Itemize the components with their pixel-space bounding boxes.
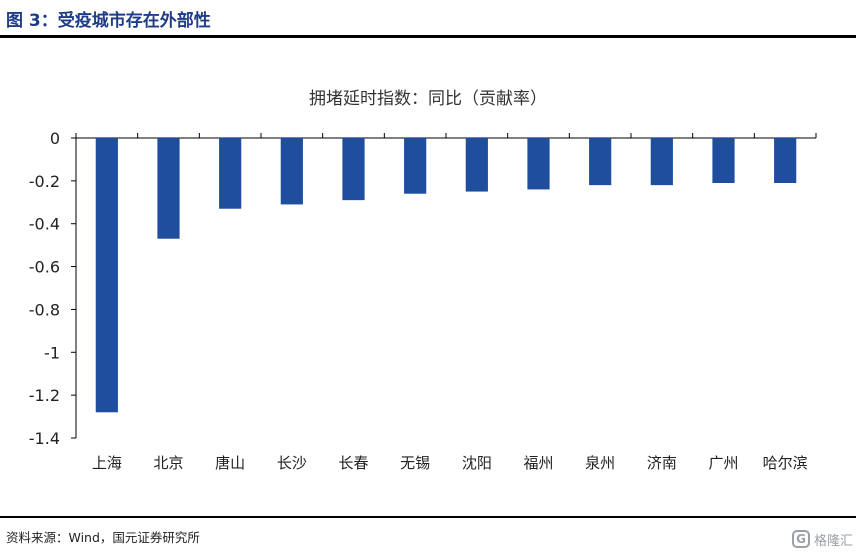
x-tick-label: 泉州	[585, 454, 615, 472]
x-axis-ticks	[75, 133, 817, 138]
x-tick-label: 长沙	[277, 454, 307, 472]
source-note: 资料来源：Wind，国元证券研究所	[6, 530, 200, 545]
y-tick-label: 0	[50, 129, 60, 148]
y-tick-label: -0.2	[29, 172, 60, 191]
y-tick-label: -0.4	[29, 215, 60, 234]
bar	[219, 138, 242, 209]
x-tick-label: 沈阳	[462, 454, 492, 472]
watermark: G 格隆汇	[792, 528, 862, 550]
y-axis-ticks: 0 -0.2 -0.4 -0.6 -0.8 -1 -1.2 -1.4	[29, 129, 76, 448]
bar	[342, 138, 365, 201]
bar	[95, 138, 118, 413]
bar	[465, 138, 488, 192]
bar	[404, 138, 427, 194]
x-tick-label: 济南	[647, 454, 677, 472]
figure-header: 图 3：受疫城市存在外部性	[0, 0, 868, 38]
x-tick-label: 上海	[92, 454, 122, 472]
x-tick-label: 广州	[708, 454, 738, 472]
x-tick-label: 北京	[153, 454, 183, 472]
x-tick-label: 福州	[523, 454, 553, 472]
x-tick-label: 长春	[338, 454, 368, 472]
x-tick-label: 唐山	[215, 454, 245, 472]
bar	[712, 138, 735, 183]
x-tick-label: 哈尔滨	[763, 454, 808, 472]
footer-rule	[0, 516, 856, 518]
header-rule	[0, 35, 856, 38]
bar-chart: 拥堵延时指数：同比（贡献率） 0 -0.2 -0.4 -0.6 -0.8 -1 -1.2 -1…	[29, 89, 817, 472]
bar	[774, 138, 797, 183]
x-axis-labels: 上海 北京 唐山 长沙 长春 无锡 沈阳 福州 泉州 济南 广州 哈尔滨	[92, 454, 808, 472]
bar	[589, 138, 612, 186]
watermark-text: 格隆汇	[814, 533, 854, 549]
chart-title: 拥堵延时指数：同比（贡献率）	[309, 89, 547, 109]
bar-series	[95, 138, 797, 413]
y-tick-label: -0.6	[29, 258, 60, 277]
bar	[280, 138, 303, 205]
watermark-logo-icon: G	[792, 530, 810, 548]
y-tick-label: -1.4	[29, 429, 60, 448]
bar	[527, 138, 550, 190]
bar	[157, 138, 180, 239]
x-tick-label: 无锡	[400, 454, 430, 472]
y-tick-label: -1.2	[29, 386, 60, 405]
y-tick-label: -0.8	[29, 300, 60, 319]
y-tick-label: -1	[44, 343, 60, 362]
figure-title: 图 3：受疫城市存在外部性	[6, 11, 211, 31]
bar	[650, 138, 673, 186]
